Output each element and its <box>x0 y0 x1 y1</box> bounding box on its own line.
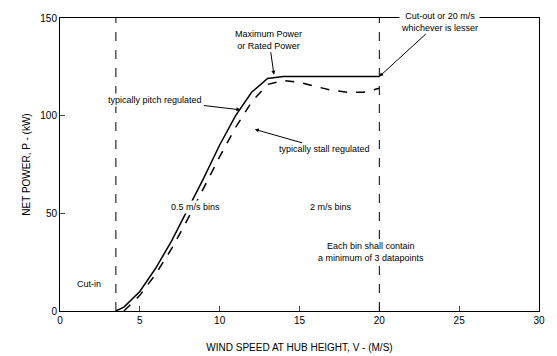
svg-text:10: 10 <box>214 315 226 326</box>
svg-text:0.5 m/s bins: 0.5 m/s bins <box>171 202 220 212</box>
svg-text:Cut-out or 20 m/swhichever is: Cut-out or 20 m/swhichever is lesser <box>401 11 478 33</box>
svg-text:50: 50 <box>46 208 58 219</box>
svg-text:typically pitch regulated: typically pitch regulated <box>108 95 202 105</box>
svg-text:30: 30 <box>533 315 545 326</box>
svg-text:2 m/s bins: 2 m/s bins <box>310 202 352 212</box>
svg-text:0: 0 <box>51 306 57 317</box>
svg-text:Each bin shall containa minimu: Each bin shall containa minimum of 3 dat… <box>318 241 424 263</box>
svg-text:typically stall regulated: typically stall regulated <box>279 144 370 154</box>
svg-text:100: 100 <box>40 110 57 121</box>
svg-text:5: 5 <box>137 315 143 326</box>
svg-text:20: 20 <box>374 315 386 326</box>
svg-text:Cut-in: Cut-in <box>77 279 101 289</box>
svg-text:NET POWER, P - (kW): NET POWER, P - (kW) <box>21 113 32 215</box>
svg-text:15: 15 <box>294 315 306 326</box>
svg-text:WIND SPEED AT HUB HEIGHT, V -: WIND SPEED AT HUB HEIGHT, V - (M/S) <box>206 342 392 353</box>
svg-text:150: 150 <box>40 13 57 24</box>
svg-text:0: 0 <box>57 315 63 326</box>
svg-text:25: 25 <box>454 315 466 326</box>
svg-text:Maximum Poweror Rated Power: Maximum Poweror Rated Power <box>235 29 302 51</box>
